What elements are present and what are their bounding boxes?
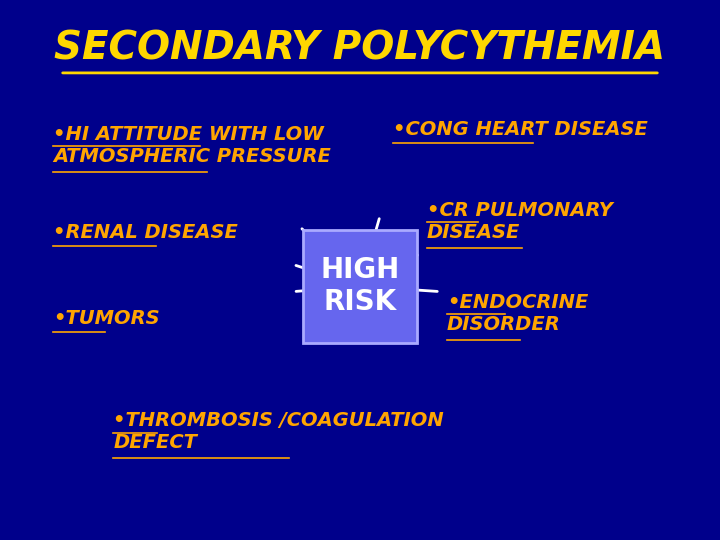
Text: •TUMORS: •TUMORS bbox=[53, 309, 160, 328]
Text: •RENAL DISEASE: •RENAL DISEASE bbox=[53, 222, 238, 242]
Text: •ENDOCRINE
DISORDER: •ENDOCRINE DISORDER bbox=[446, 293, 588, 334]
FancyBboxPatch shape bbox=[303, 230, 417, 343]
Text: •THROMBOSIS /COAGULATION
DEFECT: •THROMBOSIS /COAGULATION DEFECT bbox=[113, 411, 444, 453]
Text: HIGH
RISK: HIGH RISK bbox=[320, 256, 400, 316]
Text: •CONG HEART DISEASE: •CONG HEART DISEASE bbox=[393, 120, 648, 139]
Text: •HI ATTITUDE WITH LOW
ATMOSPHERIC PRESSURE: •HI ATTITUDE WITH LOW ATMOSPHERIC PRESSU… bbox=[53, 125, 331, 166]
Text: •CR PULMONARY
DISEASE: •CR PULMONARY DISEASE bbox=[427, 201, 613, 242]
Text: SECONDARY POLYCYTHEMIA: SECONDARY POLYCYTHEMIA bbox=[55, 30, 665, 68]
